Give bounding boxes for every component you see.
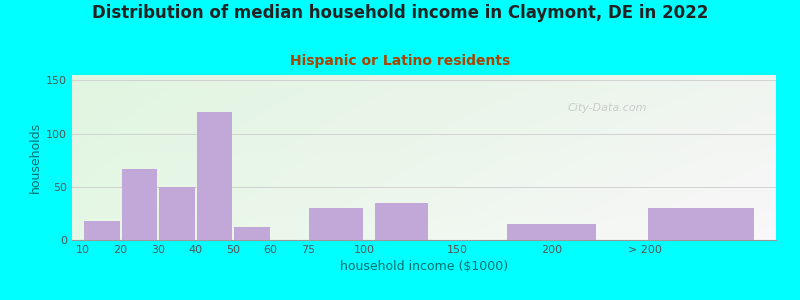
Text: Hispanic or Latino residents: Hispanic or Latino residents — [290, 54, 510, 68]
Bar — [122, 169, 157, 240]
Text: City-Data.com: City-Data.com — [567, 103, 646, 113]
Y-axis label: households: households — [29, 122, 42, 193]
Bar — [159, 187, 194, 240]
Bar — [197, 112, 232, 240]
Text: Distribution of median household income in Claymont, DE in 2022: Distribution of median household income … — [92, 4, 708, 22]
Bar — [648, 208, 754, 240]
X-axis label: household income ($1000): household income ($1000) — [340, 260, 508, 273]
Bar — [310, 208, 362, 240]
Bar — [234, 227, 270, 240]
Bar — [84, 221, 120, 240]
Bar — [507, 224, 596, 240]
Bar — [375, 203, 428, 240]
